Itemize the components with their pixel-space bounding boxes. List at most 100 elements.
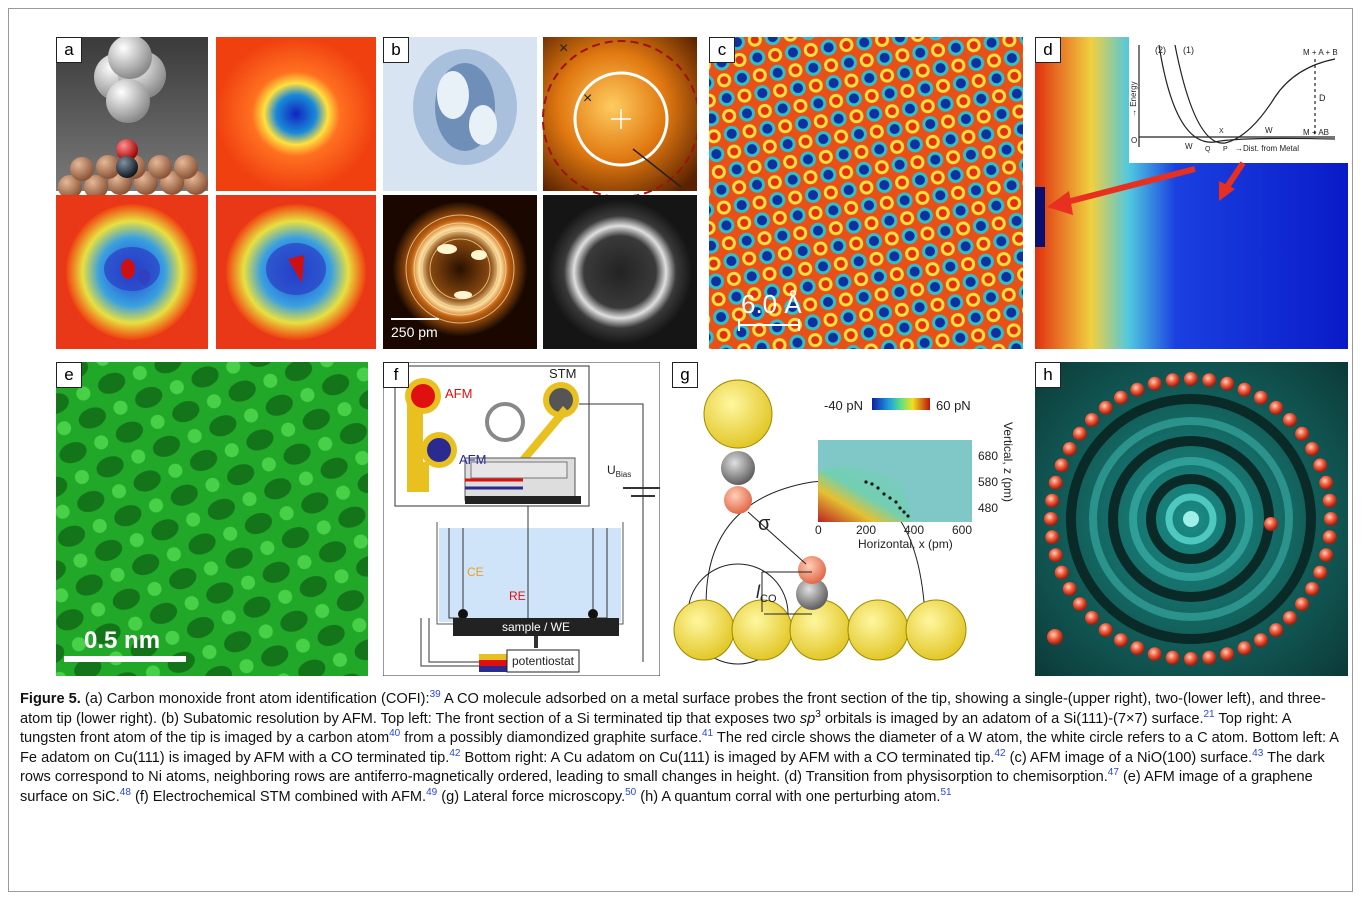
panel-g-cb-min: -40 pN — [824, 398, 863, 413]
panel-d-curve1: (1) — [1183, 45, 1194, 55]
panel-f-label: f — [383, 362, 409, 388]
panel-b-scale-text: 250 pm — [391, 324, 438, 340]
corral-atom — [1054, 565, 1069, 580]
panel-d-image: (2) (1) M + A + B M + AB D W W Q P X O →… — [1035, 37, 1348, 349]
panel-f-afm-bottom: AFM — [459, 452, 486, 467]
panel-g-xlabel: Horizontal, x (pm) — [858, 537, 953, 551]
corral-atom — [1220, 647, 1235, 662]
corral-atom — [1319, 548, 1334, 563]
caption-text: (a) Carbon monoxide front atom identific… — [80, 691, 430, 707]
panel-g-xtick-3: 600 — [952, 523, 972, 537]
panel-c-scale-text: 6.0 Å — [741, 289, 802, 319]
corral-atom — [1313, 565, 1328, 580]
corral-atom — [1165, 373, 1180, 388]
corral-atom — [1295, 597, 1310, 612]
panel-a: a — [56, 37, 376, 349]
corral-atom — [1305, 582, 1320, 596]
panel-b: × × 250 pm b — [383, 37, 697, 349]
panel-d-xlabel: →Dist. from Metal — [1235, 144, 1299, 153]
panel-g-label: g — [672, 362, 698, 388]
corral-atom — [1283, 611, 1297, 625]
panel-g-lco: lCO — [756, 582, 777, 605]
panel-d-W: W — [1265, 126, 1273, 135]
panel-g-ytick-0: 680 — [978, 449, 998, 463]
panel-g-sigma: σ — [758, 513, 771, 535]
corral-atom — [1319, 475, 1334, 490]
corral-atom — [1114, 633, 1128, 648]
corral-atom — [1254, 390, 1268, 405]
panel-d-X: X — [1219, 128, 1224, 135]
caption-sp: sp — [799, 710, 816, 727]
corral-atom — [1085, 413, 1099, 427]
caption-ref-link[interactable]: 39 — [429, 689, 441, 701]
corral-atom — [1202, 650, 1217, 665]
caption-ref-link[interactable]: 42 — [994, 747, 1006, 759]
caption-ref-link[interactable]: 49 — [426, 787, 438, 799]
panel-f: UBias sample / WE CE RE potentiostat AFM… — [383, 362, 660, 676]
corral-atom — [1322, 493, 1337, 508]
corral-atom — [1165, 650, 1180, 665]
corral-atom — [1062, 582, 1077, 596]
panel-d-W2: W — [1185, 142, 1193, 151]
corral-atom — [1283, 413, 1297, 427]
panel-f-diagram: UBias sample / WE CE RE potentiostat AFM… — [383, 362, 660, 676]
panel-a-image — [56, 37, 376, 349]
corral-atom — [1324, 512, 1338, 526]
corral-atom — [1114, 390, 1128, 405]
panel-d-ylabel: → Energy — [1129, 81, 1138, 117]
corral-atom — [1045, 530, 1060, 545]
corral-atom — [1044, 512, 1058, 526]
caption-text: The red circle shows the diameter of a W… — [20, 730, 1339, 766]
corral-atom — [1202, 373, 1217, 388]
figure-caption: Figure 5. (a) Carbon monoxide front atom… — [20, 690, 1345, 808]
corral-atom — [1147, 647, 1162, 662]
corral-atom — [1269, 623, 1284, 638]
caption-ref-link[interactable]: 48 — [119, 787, 131, 799]
caption-text: (c) AFM image of a NiO(100) surface. — [1005, 749, 1253, 766]
panel-g-xtick-0: 0 — [815, 523, 822, 537]
caption-ref-link[interactable]: 51 — [940, 787, 952, 799]
caption-ref-link[interactable]: 43 — [1252, 747, 1264, 759]
panel-g-ytick-1: 580 — [978, 475, 998, 489]
caption-ref-link[interactable]: 40 — [389, 728, 401, 740]
corral-atom — [1254, 633, 1268, 648]
caption-ref-link[interactable]: 50 — [625, 787, 637, 799]
corral-atom — [1295, 426, 1310, 441]
panel-b-label: b — [383, 37, 409, 63]
panel-d-bottom-right: M + AB — [1303, 128, 1329, 137]
corral-atom — [1237, 641, 1252, 656]
caption-ref-link[interactable]: 41 — [702, 728, 714, 740]
caption-figure-label: Figure 5. — [20, 691, 81, 707]
caption-ref-link[interactable]: 21 — [1203, 708, 1215, 720]
corral-atom — [1130, 382, 1145, 397]
panel-f-potentiostat: potentiostat — [512, 654, 575, 668]
corral-atom — [1062, 442, 1077, 456]
corral-atom — [1048, 475, 1063, 490]
panel-f-sample: sample / WE — [502, 620, 570, 634]
panel-d: (2) (1) M + A + B M + AB D W W Q P X O →… — [1035, 37, 1348, 349]
panel-f-re: RE — [509, 589, 526, 603]
corral-atom — [1045, 493, 1060, 508]
corral-atom — [1237, 382, 1252, 397]
panel-g-xtick-2: 400 — [904, 523, 924, 537]
corral-atom — [1098, 623, 1113, 638]
corral-atom — [1130, 641, 1145, 656]
caption-text: (h) A quantum corral with one perturbing… — [636, 788, 941, 805]
panel-g-diagram: σ lCO -40 pN 60 pN 680 580 480 0 200 400… — [673, 379, 1015, 665]
corral-atom — [1305, 442, 1320, 456]
panel-g-cb-max: 60 pN — [936, 398, 971, 413]
panel-f-stm: STM — [549, 366, 576, 381]
panel-c: 6.0 Å c — [709, 37, 1023, 349]
corral-atom — [1054, 458, 1069, 473]
corral-atom — [1147, 376, 1162, 391]
caption-ref-link[interactable]: 42 — [449, 747, 461, 759]
caption-text: The dark rows correspond to Ni atoms, ne… — [20, 749, 1325, 786]
panel-g-ylabel: Vertical, z (pm) — [1001, 422, 1015, 502]
panel-d-curve2: (2) — [1155, 45, 1166, 55]
caption-text: Top right: A tungsten front atom of the … — [20, 710, 1291, 747]
panel-h-image — [1035, 362, 1348, 676]
panel-f-ce: CE — [467, 565, 484, 579]
corral-atom — [1313, 458, 1328, 473]
caption-ref-link[interactable]: 47 — [1107, 767, 1119, 779]
panel-f-ubias: UBias — [607, 463, 631, 479]
